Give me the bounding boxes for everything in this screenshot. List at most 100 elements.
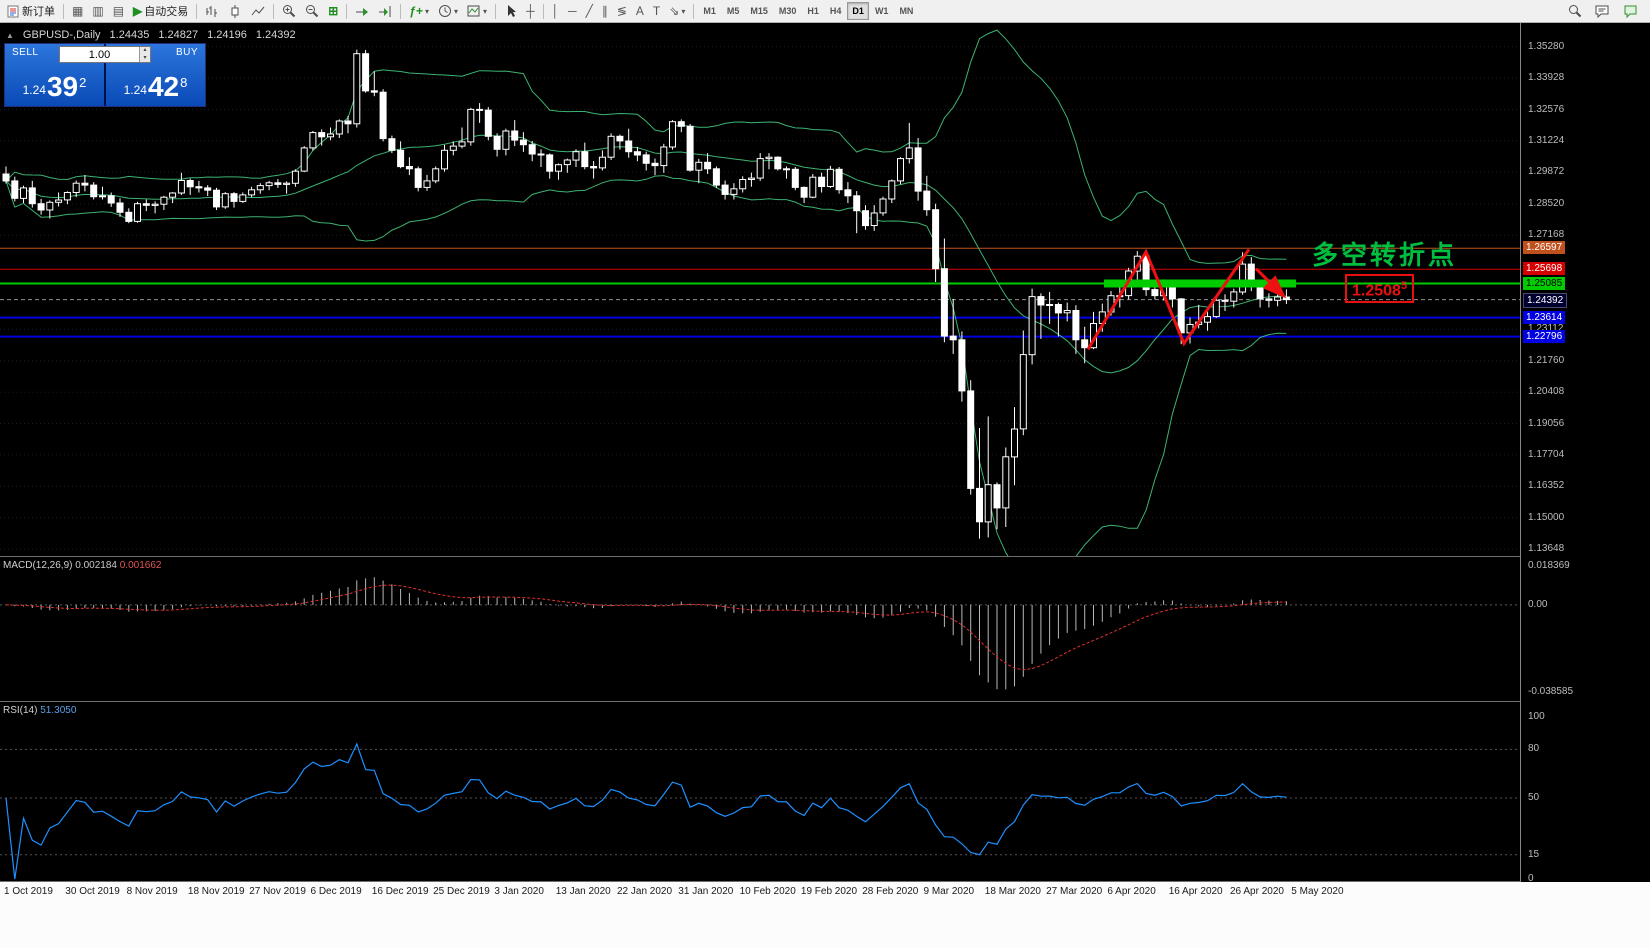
- arrows-button[interactable]: ⇘ ▾: [665, 1, 689, 21]
- chat-icon: [1595, 5, 1609, 18]
- caret-down-icon: ▾: [483, 6, 488, 16]
- toolbar-separator: [400, 3, 402, 19]
- date-label: 6 Dec 2019: [310, 886, 362, 897]
- auto-scroll-icon: [356, 7, 369, 16]
- autotrading-play-icon: ▶: [133, 4, 143, 18]
- volume-box: ▴▾: [59, 46, 151, 63]
- macd-panel[interactable]: [0, 557, 1520, 701]
- price-axis-label: 1.29872: [1528, 166, 1565, 178]
- auto-scroll-button[interactable]: [351, 1, 373, 21]
- community-button[interactable]: [1619, 1, 1642, 21]
- market-watch-button[interactable]: ▦: [68, 1, 87, 21]
- toolbar-separator: [346, 3, 348, 19]
- timeframe-m5[interactable]: M5: [722, 2, 745, 20]
- crosshair-icon: ┼: [526, 4, 535, 18]
- timeframe-d1[interactable]: D1: [847, 2, 869, 20]
- navigator-icon: ▤: [112, 4, 125, 18]
- navigator-button[interactable]: ▤: [109, 1, 128, 21]
- date-label: 10 Feb 2020: [739, 886, 796, 897]
- vertical-line-button[interactable]: │: [548, 1, 564, 21]
- data-window-button[interactable]: ▥: [88, 1, 107, 21]
- arrows-tool-icon: ⇘: [669, 4, 680, 18]
- date-label: 16 Apr 2020: [1168, 886, 1223, 897]
- text-button[interactable]: A: [632, 1, 648, 21]
- trendline-button[interactable]: ╱: [582, 1, 597, 21]
- templates-button[interactable]: ▾: [463, 1, 491, 21]
- price-axis-label: 1.33928: [1528, 72, 1565, 84]
- panel-separator[interactable]: [0, 556, 1650, 557]
- buy-label: BUY: [175, 47, 198, 58]
- timeframe-mn[interactable]: MN: [894, 2, 918, 20]
- timeframe-w1[interactable]: W1: [870, 2, 894, 20]
- line-chart-icon: [251, 6, 265, 15]
- timeframe-h1[interactable]: H1: [802, 2, 824, 20]
- zoom-out-button[interactable]: [301, 1, 323, 21]
- channel-button[interactable]: ∥: [598, 1, 612, 21]
- volume-spinner[interactable]: ▴ ▾: [139, 47, 150, 62]
- crosshair-button[interactable]: ┼: [522, 1, 539, 21]
- sell-label: SELL: [12, 47, 39, 58]
- ohlc-close: 1.24392: [255, 29, 296, 41]
- fibonacci-button[interactable]: ≶: [613, 1, 631, 21]
- timeframe-h4[interactable]: H4: [825, 2, 847, 20]
- rsi-axis-label: 80: [1528, 743, 1540, 755]
- symbol-bar: ▲ GBPUSD-,Daily 1.24435 1.24827 1.24196 …: [6, 29, 296, 41]
- price-axis-label: 1.32576: [1528, 103, 1565, 115]
- line-chart-button[interactable]: [247, 1, 269, 21]
- zoom-in-icon: [283, 5, 296, 18]
- bollinger-bands: [5, 29, 1287, 556]
- cursor-button[interactable]: [500, 1, 521, 21]
- horizontal-line-button[interactable]: ─: [564, 1, 581, 21]
- date-label: 27 Nov 2019: [249, 886, 306, 897]
- price-chart[interactable]: [0, 23, 1520, 556]
- spinner-up-icon: ▴: [140, 47, 150, 55]
- timeframe-m15[interactable]: M15: [745, 2, 773, 20]
- new-order-label: 新订单: [22, 6, 55, 18]
- search-icon: [1569, 5, 1582, 18]
- panel-separator[interactable]: [0, 701, 1650, 702]
- autotrading-button[interactable]: ▶ 自动交易: [129, 1, 192, 21]
- autotrading-label: 自动交易: [144, 6, 189, 18]
- price-axis[interactable]: 1.35280 1.33928 1.32576 1.31224 1.29872 1.285…: [1520, 23, 1650, 884]
- timeframe-m30[interactable]: M30: [774, 2, 802, 20]
- indicators-button[interactable]: ƒ+ ▾: [405, 1, 433, 21]
- toolbar-separator: [196, 3, 198, 19]
- chart-shift-button[interactable]: [374, 1, 396, 21]
- toolbar-right-group: [1564, 1, 1642, 21]
- new-order-button[interactable]: 新订单: [3, 1, 59, 21]
- one-click-toggle-icon[interactable]: ▲: [6, 30, 14, 40]
- toolbar: 新订单 ▦ ▥ ▤ ▶ 自动交易 ⊞ ƒ+ ▾ ▾ ▾ ┼ │ ─ ╱ ∥ ≶ A…: [0, 0, 1650, 23]
- text-tool-icon: A: [635, 4, 644, 18]
- cursor-icon: [508, 5, 517, 17]
- search-button[interactable]: [1564, 1, 1586, 21]
- caret-down-icon: ▾: [681, 6, 686, 16]
- price-axis-label: 1.28520: [1528, 197, 1565, 209]
- macd-histogram: [14, 577, 1287, 690]
- tile-windows-button[interactable]: ⊞: [324, 1, 342, 21]
- price-axis-label: 1.20408: [1528, 386, 1565, 398]
- turning-point-annotation[interactable]: 多空转折点: [1312, 240, 1458, 270]
- rsi-panel[interactable]: [0, 702, 1520, 881]
- ohlc-low: 1.24196: [207, 29, 247, 41]
- periods-button[interactable]: ▾: [434, 1, 462, 21]
- candles: [2, 49, 1290, 539]
- timeframe-m1[interactable]: M1: [698, 2, 721, 20]
- price-level-annotation[interactable]: 1.25085: [1345, 274, 1415, 304]
- zoom-in-button[interactable]: [278, 1, 300, 21]
- volume-input[interactable]: [60, 47, 139, 62]
- price-axis-label: 1.17704: [1528, 448, 1565, 460]
- price-axis-label: 1.31224: [1528, 134, 1565, 146]
- label-button[interactable]: T: [649, 1, 664, 21]
- price-line-label: 1.23614: [1523, 310, 1566, 324]
- time-axis[interactable]: 1 Oct 2019 30 Oct 2019 8 Nov 2019 18 Nov 20…: [0, 882, 1650, 948]
- panel-separator[interactable]: [0, 881, 1650, 882]
- chat-button[interactable]: [1591, 1, 1614, 21]
- date-label: 18 Mar 2020: [984, 886, 1041, 897]
- candlestick-chart-button[interactable]: [224, 1, 246, 21]
- rsi-axis-label: 15: [1528, 848, 1540, 860]
- price-axis-label: 1.16352: [1528, 480, 1565, 492]
- date-label: 3 Jan 2020: [494, 886, 544, 897]
- date-label: 16 Dec 2019: [371, 886, 429, 897]
- bar-chart-button[interactable]: [201, 1, 223, 21]
- date-label: 22 Jan 2020: [617, 886, 673, 897]
